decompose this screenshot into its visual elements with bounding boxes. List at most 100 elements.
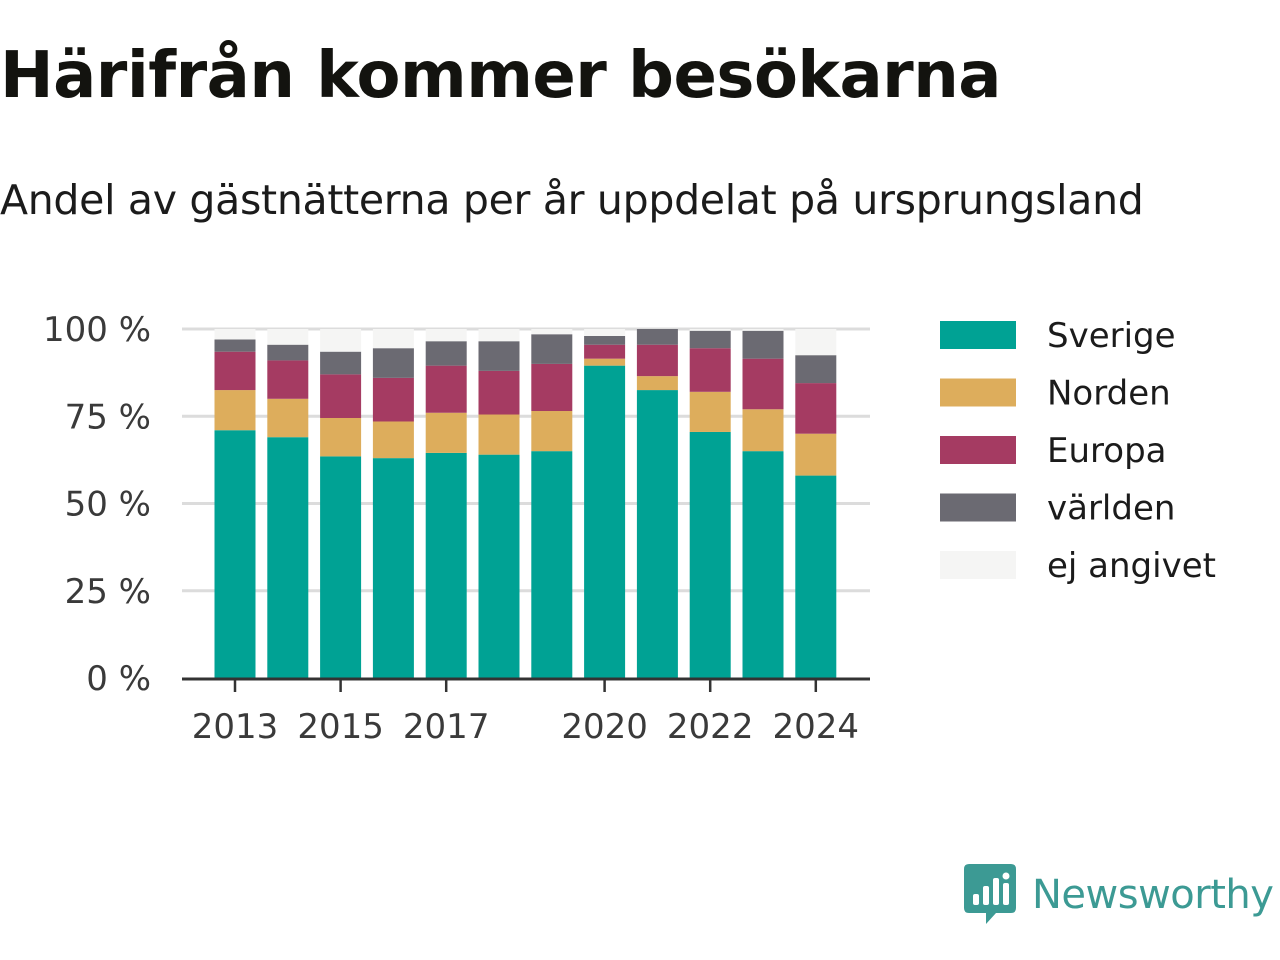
legend-label: ej angivet <box>1047 546 1216 586</box>
bar-segment <box>425 365 467 413</box>
bar-segment <box>795 475 837 678</box>
bar-segment <box>636 376 678 391</box>
bar-segment <box>372 458 414 678</box>
chart-title: Härifrån kommer besökarna <box>0 39 1001 113</box>
bar-stack-2023 <box>742 329 784 678</box>
legend-item: ej angivet <box>940 546 1216 586</box>
bar-segment <box>742 330 784 359</box>
bar-segment <box>531 329 573 335</box>
bar-segment <box>742 358 784 410</box>
legend-label: Europa <box>1047 431 1166 471</box>
bar-segment <box>478 329 520 342</box>
y-tick-label: 50 % <box>65 485 151 525</box>
bar-segment <box>425 412 467 453</box>
bar-stack-2017 <box>425 329 467 678</box>
bar-stack-2022 <box>689 329 731 678</box>
bar-stack-2019 <box>531 329 573 678</box>
bar-segment <box>584 335 626 345</box>
bar-segment <box>478 341 520 371</box>
legend-item: Norden <box>940 374 1171 414</box>
legend-item: världen <box>940 489 1175 529</box>
bar-segment <box>689 391 731 432</box>
bar-segment <box>636 390 678 678</box>
legend-swatch <box>940 493 1016 522</box>
x-tick-label: 2020 <box>561 707 648 747</box>
bar-segment <box>214 329 256 340</box>
bar-segment <box>742 409 784 452</box>
bar-stack-2018 <box>478 329 520 678</box>
bar-segment <box>795 329 837 356</box>
bar-segment <box>636 344 678 377</box>
legend-label: Sverige <box>1047 316 1176 356</box>
newsworthy-logo-icon <box>964 864 1016 924</box>
brand-logo: Newsworthy <box>964 864 1274 926</box>
bar-segment <box>584 329 626 336</box>
bar-segment <box>478 454 520 678</box>
legend-label: världen <box>1047 489 1175 529</box>
bar-segment <box>689 431 731 678</box>
legend: Sverige Norden Europa världen ej angivet <box>940 316 1216 586</box>
bar-segment <box>214 339 256 352</box>
bar-segment <box>425 341 467 366</box>
bar-segment <box>584 344 626 359</box>
bar-segment <box>478 414 520 455</box>
bar-stack-2015 <box>320 329 362 678</box>
bar-segment <box>795 383 837 434</box>
bar-segment <box>425 329 467 342</box>
bar-segment <box>267 360 309 399</box>
legend-swatch <box>940 551 1016 579</box>
bar-segment <box>267 344 309 361</box>
legend-item: Europa <box>940 431 1166 471</box>
bar-segment <box>320 329 362 352</box>
bar-segment <box>214 430 256 678</box>
brand-name: Newsworthy <box>1032 872 1274 918</box>
bar-segment <box>372 421 414 459</box>
x-tick-label: 2024 <box>773 707 860 747</box>
bar-segment <box>320 374 362 418</box>
bar-segment <box>372 377 414 422</box>
bar-segment <box>584 358 626 366</box>
bar-segment <box>531 363 573 412</box>
x-tick-label: 2017 <box>403 707 490 747</box>
bar-stack-2014 <box>267 329 309 678</box>
bar-segment <box>320 351 362 375</box>
bar-segment <box>795 433 837 476</box>
y-tick-label: 0 % <box>86 659 151 699</box>
bar-segment <box>267 329 309 345</box>
bar-stack-2024 <box>795 329 837 678</box>
legend-swatch <box>940 436 1016 464</box>
y-tick-label: 100 % <box>43 310 151 350</box>
legend-swatch <box>940 321 1016 349</box>
legend-swatch <box>940 378 1016 407</box>
bar-segment <box>214 390 256 431</box>
bar-segment <box>531 411 573 452</box>
legend-label: Norden <box>1047 374 1171 414</box>
bar-stack-2016 <box>372 329 414 678</box>
bar-segment <box>689 348 731 392</box>
bar-segment <box>689 329 731 331</box>
bar-segment <box>584 365 626 678</box>
bar-segment <box>531 334 573 364</box>
bar-segment <box>689 330 731 349</box>
bar-segment <box>795 355 837 384</box>
legend-item: Sverige <box>940 316 1176 356</box>
bar-segment <box>214 351 256 391</box>
bar-segment <box>267 398 309 438</box>
bar-stack-2020 <box>584 329 626 678</box>
bar-segment <box>267 437 309 678</box>
bar-stack-2013 <box>214 329 256 678</box>
x-tick-label: 2022 <box>667 707 754 747</box>
axes: 0 % 25 % 50 % 75 % 100 % 2013 2015 2017 2020 2022… <box>43 310 870 747</box>
bar-stack-2021 <box>636 329 678 678</box>
y-tick-label: 25 % <box>65 572 151 612</box>
bar-segment <box>320 456 362 678</box>
bar-segment <box>742 451 784 678</box>
bar-segment <box>425 452 467 678</box>
bar-segment <box>742 329 784 331</box>
x-tick-label: 2015 <box>297 707 384 747</box>
bar-segment <box>372 348 414 378</box>
bar-segment <box>531 451 573 678</box>
x-tick-label: 2013 <box>192 707 279 747</box>
y-tick-label: 75 % <box>65 397 151 437</box>
